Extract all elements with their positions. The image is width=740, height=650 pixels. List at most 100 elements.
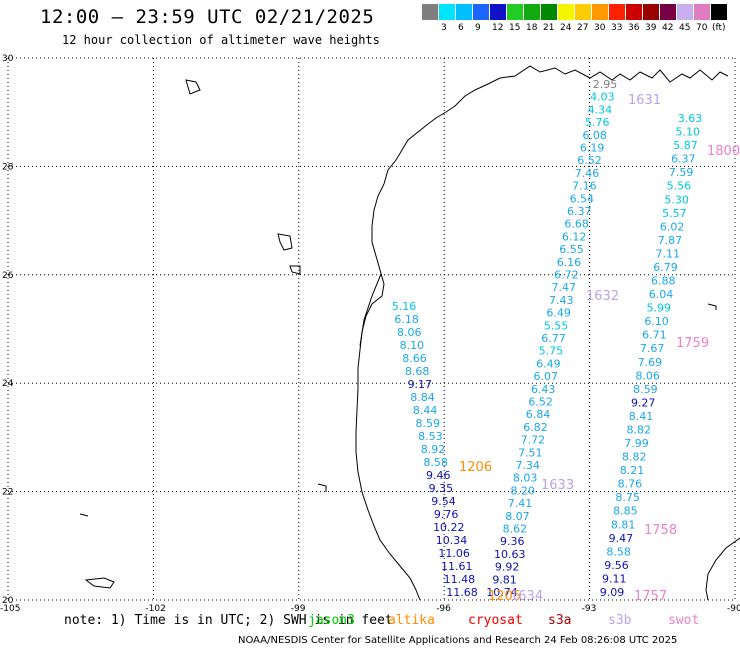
wave-height-label: 6.04 bbox=[649, 288, 674, 301]
wave-height-label: 7.46 bbox=[575, 167, 600, 180]
scale-swatch bbox=[711, 4, 727, 20]
footer-credit: NOAA/NESDIS Center for Satellite Applica… bbox=[238, 635, 678, 646]
note-s3a: s3a bbox=[548, 613, 572, 628]
altimeter-tracks: 2.954.034.345.766.086.196.527.467.166.54… bbox=[392, 78, 740, 604]
scale-swatch bbox=[558, 4, 574, 20]
note-s3b: s3b bbox=[608, 613, 632, 628]
scale-swatch bbox=[456, 4, 472, 20]
wave-height-label: 9.81 bbox=[492, 573, 517, 586]
wave-height-label: 5.30 bbox=[664, 193, 689, 206]
wave-height-label: 11.48 bbox=[444, 573, 476, 586]
wave-height-label: 6.88 bbox=[651, 275, 676, 288]
wave-height-label: 7.99 bbox=[624, 437, 649, 450]
scale-label: 30 bbox=[594, 23, 606, 33]
wave-height-label: 10.34 bbox=[436, 534, 468, 547]
scale-swatch bbox=[541, 4, 557, 20]
wave-height-label: 7.67 bbox=[640, 342, 665, 355]
wave-height-label: 8.59 bbox=[415, 417, 440, 430]
wave-height-label: 9.47 bbox=[609, 532, 634, 545]
scale-label: 42 bbox=[662, 23, 674, 33]
wave-height-label: 8.03 bbox=[513, 472, 538, 485]
scale-label: 39 bbox=[645, 23, 657, 33]
gulf-coastline bbox=[79, 65, 740, 601]
wave-height-label: 9.46 bbox=[426, 469, 451, 482]
wave-height-label: 6.37 bbox=[671, 153, 696, 166]
scale-swatch bbox=[524, 4, 540, 20]
wave-height-label: 8.07 bbox=[505, 510, 530, 523]
scale-label: 27 bbox=[577, 23, 589, 33]
island-shape-3 bbox=[317, 483, 327, 492]
wave-height-label: 8.06 bbox=[397, 326, 422, 339]
wave-height-label: 7.47 bbox=[552, 281, 577, 294]
track-time-label: 1800 bbox=[707, 144, 740, 159]
wave-height-label: 10.22 bbox=[433, 521, 465, 534]
scale-label: 12 bbox=[492, 23, 504, 33]
note-altika: altika bbox=[388, 613, 435, 628]
wave-height-label: 7.34 bbox=[516, 459, 541, 472]
wave-height-label: 9.27 bbox=[631, 396, 656, 409]
note-jason3: jason3 bbox=[308, 613, 355, 628]
wave-height-label: 8.85 bbox=[613, 505, 638, 518]
track-time-label: 1759 bbox=[676, 336, 709, 351]
wave-height-label: 9.11 bbox=[602, 572, 627, 585]
wave-height-label: 5.10 bbox=[676, 126, 701, 139]
track-time-label: 1633 bbox=[541, 478, 574, 493]
map-subtitle: 12 hour collection of altimeter wave hei… bbox=[62, 33, 380, 47]
wave-height-label: 10.74 bbox=[486, 586, 518, 599]
track-time-label: 1205 bbox=[488, 589, 521, 604]
wave-height-label: 8.41 bbox=[629, 410, 654, 423]
wave-height-label: 8.81 bbox=[611, 518, 636, 531]
island-shape-4 bbox=[707, 303, 717, 310]
lon-tick-label: -102 bbox=[145, 604, 165, 614]
wave-height-label: 9.54 bbox=[431, 495, 456, 508]
wave-height-label: 8.21 bbox=[620, 464, 645, 477]
wave-height-label: 6.77 bbox=[541, 332, 566, 345]
wave-height-label: 6.10 bbox=[644, 315, 669, 328]
wave-height-label: 6.19 bbox=[580, 142, 605, 155]
scale-swatch bbox=[626, 4, 642, 20]
wave-height-label: 4.03 bbox=[590, 91, 615, 104]
scale-swatch bbox=[473, 4, 489, 20]
scale-label: 45 bbox=[679, 23, 691, 33]
wave-height-label: 11.61 bbox=[441, 560, 473, 573]
lat-tick-label: 28 bbox=[2, 162, 14, 172]
wave-height-label: 6.84 bbox=[526, 408, 551, 421]
track-time-label: 1631 bbox=[628, 93, 661, 108]
wave-height-label: 5.56 bbox=[667, 180, 692, 193]
scale-label: 6 bbox=[458, 23, 464, 33]
wave-height-label: 5.87 bbox=[673, 139, 698, 152]
lon-tick-label: -93 bbox=[582, 604, 597, 614]
track-time-label: 1757 bbox=[634, 589, 667, 604]
wave-height-label: 5.55 bbox=[544, 319, 569, 332]
wave-height-label: 6.55 bbox=[559, 243, 584, 256]
wave-height-label: 9.17 bbox=[408, 378, 433, 391]
wave-height-label: 8.92 bbox=[421, 443, 446, 456]
wave-height-label: 9.35 bbox=[429, 482, 454, 495]
lake-shape bbox=[277, 233, 293, 251]
wave-height-label: 8.82 bbox=[622, 451, 647, 464]
wave-height-label: 6.49 bbox=[546, 307, 571, 320]
lat-tick-label: 22 bbox=[2, 488, 13, 498]
wave-height-label: 7.72 bbox=[521, 434, 546, 447]
note-swot: swot bbox=[668, 613, 700, 628]
wave-height-label: 7.41 bbox=[508, 497, 533, 510]
scale-label: 9 bbox=[475, 23, 481, 33]
track-time-label: 1632 bbox=[586, 289, 619, 304]
wave-height-label: 6.52 bbox=[577, 154, 602, 167]
scale-swatch bbox=[694, 4, 710, 20]
wave-height-label: 8.84 bbox=[410, 391, 435, 404]
scale-label: 15 bbox=[509, 23, 521, 33]
scale-label: 21 bbox=[543, 23, 555, 33]
track-time-label: 1758 bbox=[644, 523, 677, 538]
wave-height-label: 8.20 bbox=[510, 484, 535, 497]
lat-tick-label: 24 bbox=[2, 379, 14, 389]
wave-height-label: 8.53 bbox=[418, 430, 443, 443]
lon-tick-label: -96 bbox=[436, 604, 451, 614]
scale-unit: (ft) bbox=[712, 23, 726, 33]
wave-height-label: 6.52 bbox=[528, 396, 553, 409]
wave-height-label: 5.76 bbox=[585, 116, 610, 129]
wave-height-label: 2.95 bbox=[593, 78, 618, 91]
scale-swatch bbox=[439, 4, 455, 20]
wave-height-label: 6.49 bbox=[536, 357, 561, 370]
